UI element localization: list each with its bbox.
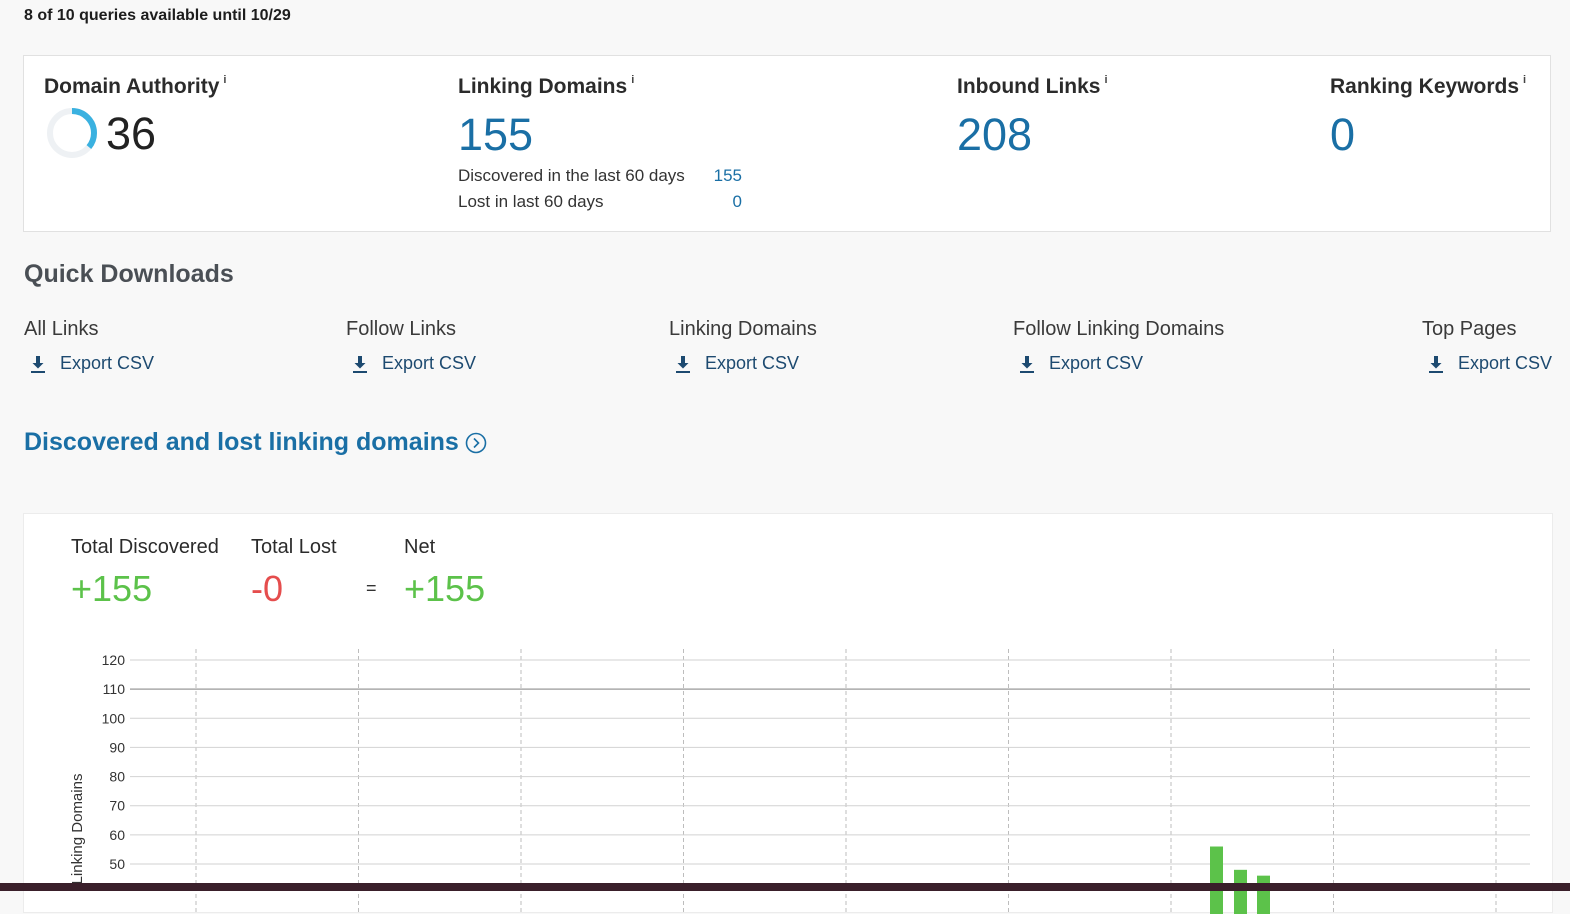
bottom-taskbar-edge: [0, 883, 1570, 891]
ranking-keywords-label: Ranking Keywords i: [1330, 74, 1527, 98]
equals-sign: =: [366, 578, 377, 598]
domain-authority-ring-icon: [47, 108, 97, 158]
y-axis-label: Linking Domains: [69, 774, 86, 885]
download-all-links: All Links Export CSV: [24, 318, 154, 374]
discovered-lost-heading-link[interactable]: Discovered and lost linking domains: [24, 428, 487, 457]
metrics-card: Domain Authority i 36 Linking Domains i 15…: [23, 55, 1551, 232]
download-icon: [1429, 355, 1443, 373]
discovered-lost-chart-card: Total Discovered +155 Total Lost -0 = Ne…: [23, 513, 1553, 914]
download-follow-linking-domains: Follow Linking Domains Export CSV: [1013, 318, 1224, 374]
queries-remaining-text: 8 of 10 queries available until 10/29: [24, 7, 291, 24]
y-tick-label: 70: [109, 798, 125, 814]
net-value: +155: [404, 568, 486, 609]
linking-domains-label: Linking Domains i: [458, 74, 635, 98]
domain-authority-metric: Domain Authority i 36: [44, 74, 226, 161]
download-icon: [353, 355, 367, 373]
export-csv-button[interactable]: Export CSV: [24, 353, 154, 374]
download-label: Linking Domains: [669, 318, 817, 340]
lost-60-days-label: Lost in last 60 days: [458, 192, 604, 211]
ranking-keywords-metric: Ranking Keywords i 0: [1330, 74, 1526, 157]
y-tick-label: 90: [109, 739, 125, 755]
y-tick-label: 60: [109, 827, 125, 843]
download-top-pages: Top Pages Export CSV: [1422, 318, 1552, 374]
export-csv-button[interactable]: Export CSV: [1013, 353, 1224, 374]
y-tick-label: 120: [102, 652, 126, 668]
info-icon[interactable]: i: [223, 74, 227, 86]
quick-downloads-title: Quick Downloads: [24, 260, 234, 288]
total-lost-value: -0: [251, 568, 284, 609]
y-tick-label: 80: [109, 769, 125, 785]
inbound-links-value: 208: [957, 109, 1033, 160]
download-icon: [676, 355, 690, 373]
inbound-links-label: Inbound Links i: [957, 74, 1108, 98]
download-follow-links: Follow Links Export CSV: [346, 318, 476, 374]
y-tick-label: 50: [109, 856, 125, 872]
download-label: All Links: [24, 318, 99, 340]
download-icon: [1020, 355, 1034, 373]
export-csv-button[interactable]: Export CSV: [669, 353, 817, 374]
download-label: Top Pages: [1422, 318, 1517, 340]
y-tick-label: 100: [102, 710, 126, 726]
download-icon: [31, 355, 45, 373]
inbound-links-metric: Inbound Links i 208: [957, 74, 1108, 157]
net-total: Net +155: [404, 536, 485, 607]
linking-domains-value: 155: [458, 109, 534, 160]
export-csv-button[interactable]: Export CSV: [1422, 353, 1552, 374]
linking-domains-chart: 50 60 70 80 90 100 110 120 Linking Domains: [69, 649, 1530, 914]
info-icon[interactable]: i: [1104, 74, 1108, 86]
download-linking-domains: Linking Domains Export CSV: [669, 318, 817, 374]
domain-authority-value: 36: [106, 107, 157, 159]
download-label: Follow Linking Domains: [1013, 318, 1225, 340]
discovered-60-days-value[interactable]: 155: [713, 166, 742, 185]
total-discovered: Total Discovered +155: [71, 536, 219, 607]
lost-60-days-row: Lost in last 60 days 0: [458, 189, 742, 215]
download-label: Follow Links: [346, 318, 457, 340]
net-label: Net: [404, 536, 436, 558]
discovered-bar: [1210, 846, 1223, 914]
info-icon[interactable]: i: [1523, 74, 1527, 86]
linking-domains-metric: Linking Domains i 155 Discovered in the l…: [458, 74, 742, 215]
info-icon[interactable]: i: [631, 74, 635, 86]
discovered-60-days-label: Discovered in the last 60 days: [458, 166, 685, 185]
total-lost-label: Total Lost: [251, 536, 337, 558]
chevron-right-circle-icon: [465, 432, 487, 453]
discovered-bar: [1234, 869, 1247, 914]
total-lost: Total Lost -0: [251, 536, 337, 607]
discovered-bar: [1257, 875, 1270, 914]
y-tick-label: 110: [103, 681, 126, 697]
domain-authority-label: Domain Authority i: [44, 74, 227, 98]
discovered-60-days-row: Discovered in the last 60 days 155: [458, 163, 742, 189]
ranking-keywords-value: 0: [1330, 109, 1356, 160]
total-discovered-value: +155: [71, 568, 153, 609]
lost-60-days-value[interactable]: 0: [732, 192, 742, 211]
export-csv-button[interactable]: Export CSV: [346, 353, 476, 374]
total-discovered-label: Total Discovered: [71, 536, 219, 558]
